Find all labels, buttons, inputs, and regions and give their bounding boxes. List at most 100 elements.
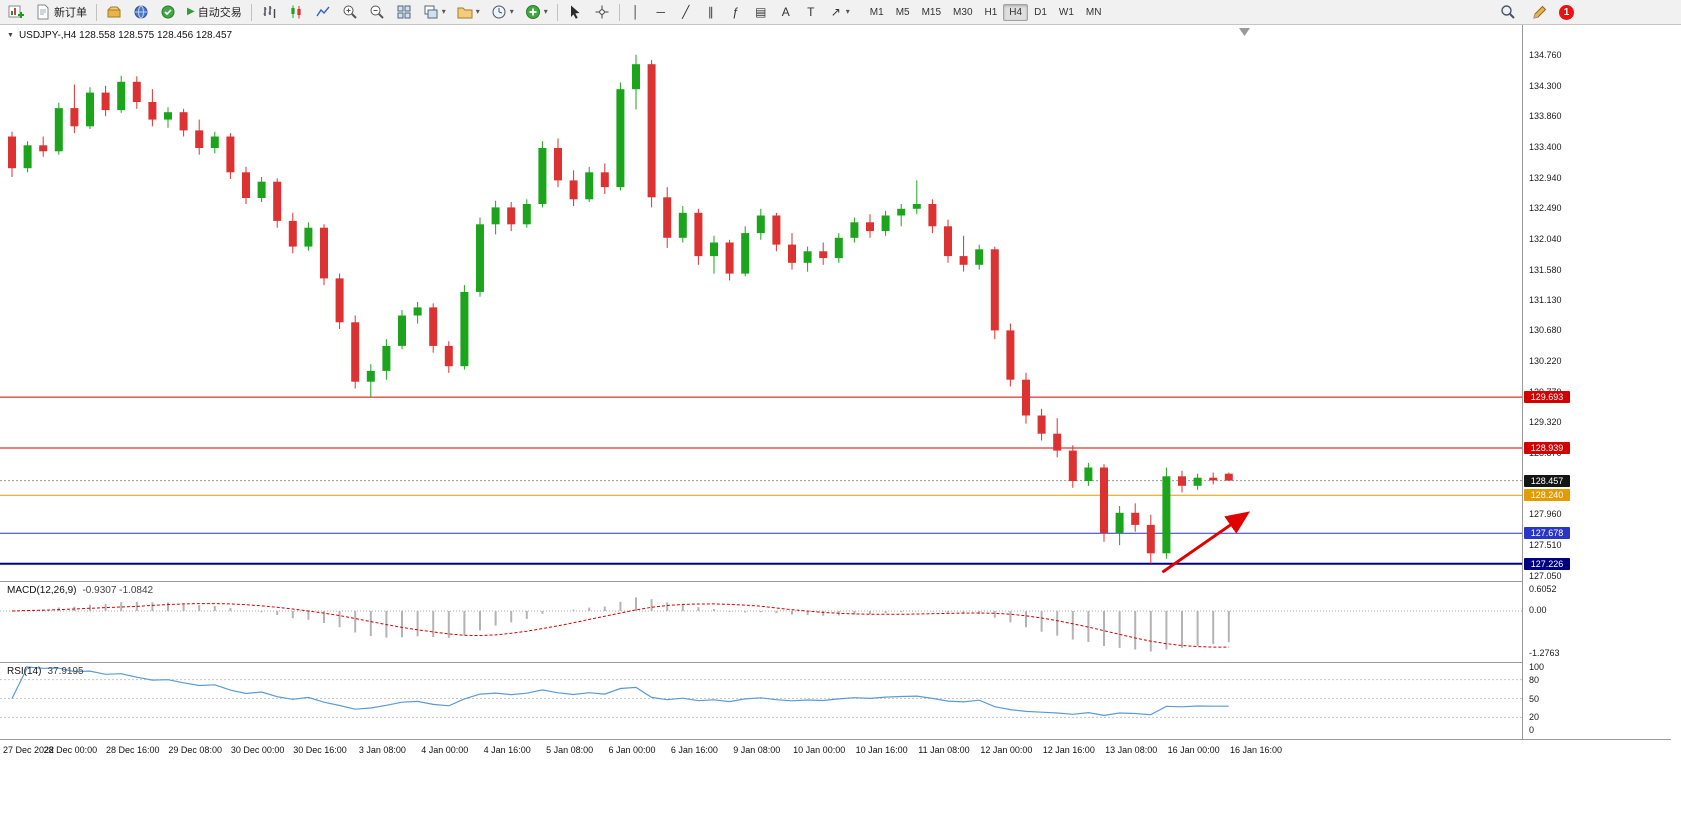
candlesticks bbox=[8, 54, 1233, 564]
macd-label: MACD(12,26,9) -0.9307 -1.0842 bbox=[7, 585, 153, 596]
horizontal-lines[interactable] bbox=[0, 396, 1522, 565]
time-label: 4 Jan 00:00 bbox=[421, 745, 469, 755]
rsi-axis-tick: 0 bbox=[1529, 725, 1535, 735]
label-tool-button[interactable]: T bbox=[799, 1, 823, 24]
zoom-out-button[interactable] bbox=[364, 1, 390, 24]
main-chart-panel[interactable] bbox=[0, 25, 1522, 580]
history-center-button[interactable] bbox=[101, 1, 127, 24]
price-tick: 132.040 bbox=[1529, 233, 1562, 244]
tile-windows-button[interactable] bbox=[391, 1, 417, 24]
rsi-levels bbox=[0, 679, 1522, 718]
macd-panel[interactable]: MACD(12,26,9) -0.9307 -1.0842 bbox=[0, 581, 1522, 662]
shapes-tool-button[interactable]: ▤ bbox=[749, 1, 773, 24]
cascade-windows-button[interactable]: ▾ bbox=[418, 1, 451, 24]
bar-chart-mode-button[interactable] bbox=[256, 1, 282, 24]
notification-badge[interactable]: 1 bbox=[1559, 4, 1574, 20]
rsi-axis-tick: 80 bbox=[1529, 674, 1540, 685]
macd-histogram bbox=[26, 597, 1230, 652]
fibonacci-icon: ƒ bbox=[732, 5, 740, 19]
time-label: 29 Dec 08:00 bbox=[168, 745, 222, 755]
time-label: 3 Jan 08:00 bbox=[358, 745, 406, 755]
rsi-axis-tick: 20 bbox=[1529, 712, 1540, 723]
rsi-axis-tick: 100 bbox=[1529, 662, 1545, 672]
line-chart-mode-button[interactable] bbox=[310, 1, 336, 24]
cursor-tool-button[interactable] bbox=[562, 1, 588, 24]
zoom-in-button[interactable] bbox=[337, 1, 363, 24]
separator bbox=[556, 3, 558, 21]
time-label: 16 Jan 00:00 bbox=[1167, 745, 1220, 755]
one-click-trading-toggle[interactable]: ▼ bbox=[7, 32, 14, 39]
chart-title-bar: ▼ USDJPY-,H4 128.558 128.575 128.456 128… bbox=[7, 30, 232, 41]
zoom-out-icon bbox=[370, 5, 384, 19]
timeframe-m15[interactable]: M15 bbox=[921, 6, 942, 18]
macd-signal-line bbox=[11, 603, 1229, 648]
time-label: 30 Dec 16:00 bbox=[293, 745, 347, 755]
price-tick: 132.490 bbox=[1529, 203, 1562, 214]
crosshair-tool-button[interactable] bbox=[589, 1, 615, 24]
chart-shift-marker[interactable] bbox=[1239, 28, 1250, 36]
indicators-button[interactable]: ▾ bbox=[520, 1, 553, 24]
horizontal-line-tool-button[interactable]: ─ bbox=[649, 1, 673, 24]
new-order-label: 新订单 bbox=[54, 7, 87, 19]
timeframe-m30[interactable]: M30 bbox=[953, 6, 973, 18]
timeframe-w1[interactable]: W1 bbox=[1058, 6, 1074, 18]
price-axis[interactable]: 134.760 134.300 133.860 133.400 132.940 132.4… bbox=[1522, 25, 1672, 739]
price-tick: 132.940 bbox=[1529, 172, 1562, 183]
timeframe-mn[interactable]: MN bbox=[1085, 6, 1102, 18]
timeframe-group: M1 M5 M15 M30 H1 H4 D1 W1 MN bbox=[864, 3, 1108, 21]
vertical-line-tool-button[interactable]: │ bbox=[624, 1, 648, 24]
text-tool-button[interactable]: A bbox=[774, 1, 798, 24]
time-label: 6 Jan 16:00 bbox=[670, 745, 718, 755]
trendline-tool-button[interactable]: ╱ bbox=[674, 1, 698, 24]
price-badge-129.693: 129.693 bbox=[1524, 391, 1570, 404]
rsi-axis-tick: 50 bbox=[1529, 693, 1540, 704]
price-badge-128.240: 128.240 bbox=[1524, 489, 1570, 502]
separator bbox=[96, 3, 97, 21]
candlestick-mode-button[interactable] bbox=[283, 1, 309, 24]
time-label: 9 Jan 08:00 bbox=[733, 745, 781, 755]
chart-title: USDJPY-,H4 128.558 128.575 128.456 128.4… bbox=[18, 30, 233, 41]
edit-button[interactable] bbox=[1527, 1, 1553, 24]
channel-tool-button[interactable]: ∥ bbox=[699, 1, 723, 24]
timeframe-d1[interactable]: D1 bbox=[1034, 6, 1047, 18]
price-tick: 133.400 bbox=[1529, 141, 1562, 152]
search-button[interactable] bbox=[1495, 1, 1521, 24]
time-axis[interactable]: 27 Dec 2022 28 Dec 00:00 28 Dec 16:00 29 De… bbox=[0, 739, 1671, 760]
time-label: 4 Jan 16:00 bbox=[483, 745, 531, 755]
strategy-tester-button[interactable] bbox=[155, 1, 181, 24]
new-chart-icon bbox=[8, 5, 24, 18]
time-label: 11 Jan 08:00 bbox=[918, 745, 970, 755]
timeframe-h1[interactable]: H1 bbox=[984, 6, 998, 18]
timeframe-h4[interactable]: H4 bbox=[1003, 3, 1029, 21]
price-tick: 129.320 bbox=[1529, 417, 1562, 428]
arrows-tool-button[interactable]: ↗ ▾ bbox=[824, 1, 855, 24]
global-variables-button[interactable] bbox=[128, 1, 154, 24]
price-tick: 131.130 bbox=[1529, 295, 1562, 305]
profiles-button[interactable]: ▾ bbox=[452, 1, 485, 24]
history-center-icon bbox=[107, 6, 121, 18]
timeframe-m1[interactable]: M1 bbox=[869, 6, 884, 18]
price-tick: 133.860 bbox=[1529, 110, 1562, 121]
time-label: 28 Dec 16:00 bbox=[106, 745, 160, 755]
toolbar: 新订单 ▶ 自动交易 bbox=[0, 0, 1681, 25]
label-tool-icon: T bbox=[807, 5, 815, 19]
pencil-icon bbox=[1533, 5, 1547, 19]
price-badge-127.678: 127.678 bbox=[1524, 527, 1570, 540]
price-tick: 131.580 bbox=[1529, 264, 1562, 275]
rsi-panel[interactable]: RSI(14) 37.9195 bbox=[0, 662, 1522, 739]
shapes-icon: ▤ bbox=[755, 5, 767, 19]
annotation-arrow[interactable] bbox=[1161, 511, 1251, 574]
dropdown-caret-icon: ▾ bbox=[845, 7, 850, 16]
time-label: 10 Jan 16:00 bbox=[855, 745, 908, 755]
candlestick-chart[interactable] bbox=[0, 25, 1522, 580]
new-chart-button[interactable] bbox=[3, 1, 29, 24]
autotrading-button[interactable]: ▶ 自动交易 bbox=[182, 1, 247, 24]
fibonacci-tool-button[interactable]: ƒ bbox=[724, 1, 748, 24]
rsi-line bbox=[11, 666, 1229, 717]
period-button[interactable]: ▾ bbox=[486, 1, 519, 24]
zoom-in-icon bbox=[343, 5, 357, 19]
arrow-tool-icon: ↗ bbox=[830, 5, 841, 19]
new-order-icon bbox=[37, 4, 49, 20]
timeframe-m5[interactable]: M5 bbox=[895, 6, 910, 18]
new-order-button[interactable]: 新订单 bbox=[30, 1, 92, 24]
